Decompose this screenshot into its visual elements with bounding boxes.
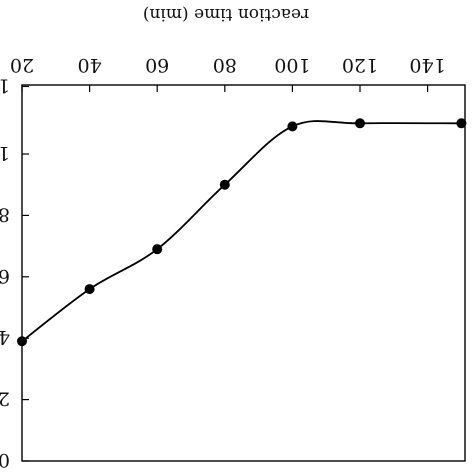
data-point xyxy=(84,284,95,295)
y-ticks: 0 2 4 6 8 10 15 xyxy=(0,74,29,471)
y-tick-label: 2 xyxy=(0,388,10,410)
x-ticks: 20 40 60 80 100 120 140 xyxy=(10,54,446,92)
chart-rotated-group: 20 40 60 80 100 120 140 0 2 4 6 8 10 15 reaction tim… xyxy=(0,4,467,471)
x-tick-label: 140 xyxy=(409,54,445,76)
y-tick-label: 15 xyxy=(0,74,10,96)
x-tick-label: 40 xyxy=(78,54,102,76)
y-tick-label: 0 xyxy=(0,449,10,471)
y-tick-label: 8 xyxy=(0,203,10,225)
x-tick-label: 120 xyxy=(342,54,378,76)
data-point xyxy=(355,118,365,129)
series-line xyxy=(21,120,462,342)
x-tick-label: 100 xyxy=(274,54,310,76)
plot-frame xyxy=(21,84,466,462)
x-axis-title: reaction time (min) xyxy=(143,4,309,24)
x-tick-label: 60 xyxy=(145,54,169,76)
data-point xyxy=(152,244,163,255)
series-layer xyxy=(17,118,467,347)
data-point xyxy=(456,118,467,129)
data-point xyxy=(287,121,298,132)
y-tick-label: 10 xyxy=(0,142,10,164)
y-tick-label: 6 xyxy=(0,265,10,287)
y-tick-label: 4 xyxy=(0,326,10,348)
x-tick-label: 80 xyxy=(213,54,237,76)
data-point xyxy=(17,336,27,347)
data-point xyxy=(219,179,230,190)
x-tick-label: 20 xyxy=(10,54,34,76)
